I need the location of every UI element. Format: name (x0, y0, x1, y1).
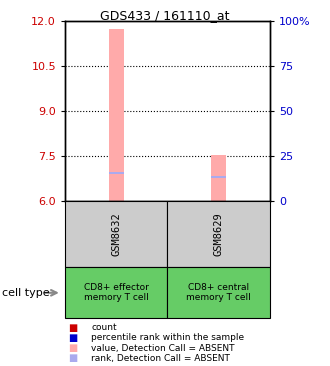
Bar (109, 29, 124, 201)
Text: CD8+ central
memory T cell: CD8+ central memory T cell (186, 283, 251, 303)
Text: GSM8629: GSM8629 (214, 212, 224, 256)
Text: ■: ■ (68, 343, 78, 353)
Text: ■: ■ (68, 353, 78, 363)
Text: ■: ■ (68, 322, 78, 333)
Text: cell type: cell type (2, 288, 49, 298)
Text: value, Detection Call = ABSENT: value, Detection Call = ABSENT (91, 344, 235, 352)
Bar (65, 201, 168, 267)
Bar (211, 155, 226, 201)
Text: CD8+ effector
memory T cell: CD8+ effector memory T cell (84, 283, 149, 303)
Bar (65, 267, 168, 318)
Bar (109, 172, 124, 174)
Bar (211, 176, 226, 178)
Bar (168, 201, 270, 267)
Text: rank, Detection Call = ABSENT: rank, Detection Call = ABSENT (91, 354, 230, 363)
Text: ■: ■ (68, 333, 78, 343)
Text: GDS433 / 161110_at: GDS433 / 161110_at (100, 9, 230, 22)
Text: percentile rank within the sample: percentile rank within the sample (91, 333, 245, 342)
Text: GSM8632: GSM8632 (111, 212, 121, 256)
Text: count: count (91, 323, 117, 332)
Bar (168, 267, 270, 318)
